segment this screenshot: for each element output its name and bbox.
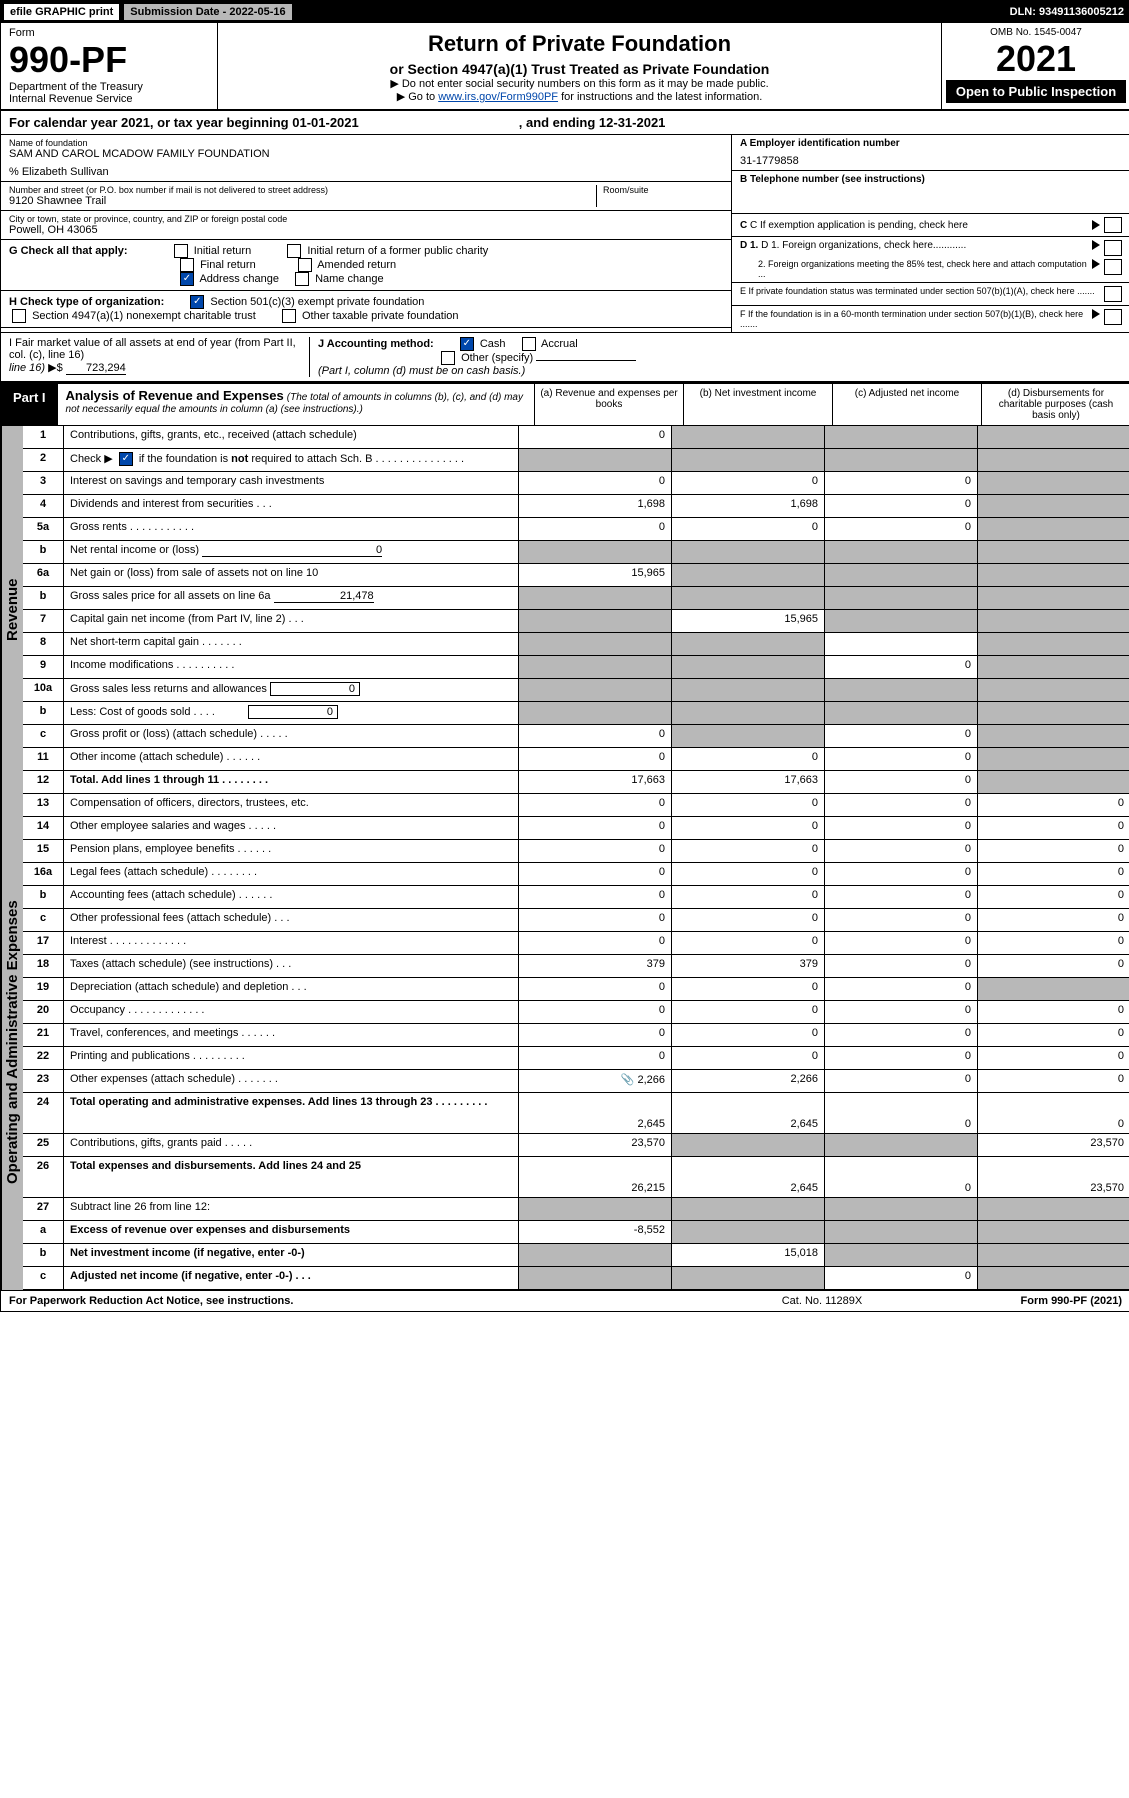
form-header: Form 990-PF Department of the Treasury I… [1,23,1129,111]
form-page: efile GRAPHIC print Submission Date - 20… [0,0,1129,1312]
arrow-icon [1092,240,1100,250]
revenue-rows: 1Contributions, gifts, grants, etc., rec… [23,426,1129,794]
col-c-header: (c) Adjusted net income [832,384,981,425]
checkbox-other-method[interactable] [441,351,455,365]
form-title: Return of Private Foundation [226,31,933,57]
part1-description: Analysis of Revenue and Expenses (The to… [58,384,534,425]
section-a: A Employer identification number 31-1779… [732,135,1129,171]
checkbox-name-change[interactable] [295,272,309,286]
irs-label: Internal Revenue Service [9,93,209,105]
checkbox-501c3[interactable]: ✓ [190,295,204,309]
footer-center: Cat. No. 11289X [722,1295,922,1307]
city-block: City or town, state or province, country… [1,211,731,240]
form-label: Form [9,27,209,39]
revenue-label: Revenue [1,426,23,794]
checkbox-sch-b[interactable]: ✓ [119,452,133,466]
section-f: F If the foundation is in a 60-month ter… [732,306,1129,332]
checkbox-initial-return[interactable] [174,244,188,258]
section-j: J Accounting method: ✓ Cash Accrual Othe… [309,337,1122,377]
section-i: I Fair market value of all assets at end… [9,337,309,377]
checkbox-address-change[interactable]: ✓ [180,272,194,286]
header-left: Form 990-PF Department of the Treasury I… [1,23,218,109]
form-subtitle: or Section 4947(a)(1) Trust Treated as P… [226,61,933,77]
footer-right: Form 990-PF (2021) [922,1295,1122,1307]
sections-i-j: I Fair market value of all assets at end… [1,333,1129,382]
dept-label: Department of the Treasury [9,81,209,93]
checkbox-c[interactable] [1104,217,1122,233]
section-h: H Check type of organization: ✓ Section … [1,291,731,328]
form-number: 990-PF [9,39,209,81]
checkbox-final-return[interactable] [180,258,194,272]
dln: DLN: 93491136005212 [1010,6,1128,18]
entity-info-left: Name of foundation SAM AND CAROL MCADOW … [1,135,732,332]
address-block: Number and street (or P.O. box number if… [1,182,731,211]
calendar-year-row: For calendar year 2021, or tax year begi… [1,111,1129,135]
expenses-rows: 13Compensation of officers, directors, t… [23,794,1129,1290]
foundation-name-block: Name of foundation SAM AND CAROL MCADOW … [1,135,731,182]
part1-header: Part I Analysis of Revenue and Expenses … [1,382,1129,426]
footer-left: For Paperwork Reduction Act Notice, see … [9,1295,722,1307]
checkbox-other-taxable[interactable] [282,309,296,323]
checkbox-d1[interactable] [1104,240,1122,256]
form990pf-link[interactable]: www.irs.gov/Form990PF [438,91,558,103]
submission-date: Submission Date - 2022-05-16 [124,4,291,20]
checkbox-f[interactable] [1104,309,1122,325]
instruction-2: ▶ Go to www.irs.gov/Form990PF for instru… [226,90,933,103]
checkbox-e[interactable] [1104,286,1122,302]
instruction-1: ▶ Do not enter social security numbers o… [226,77,933,90]
header-right: OMB No. 1545-0047 2021 Open to Public In… [941,23,1129,109]
col-b-header: (b) Net investment income [683,384,832,425]
expenses-label: Operating and Administrative Expenses [1,794,23,1290]
checkbox-cash[interactable]: ✓ [460,337,474,351]
top-bar: efile GRAPHIC print Submission Date - 20… [1,1,1129,23]
checkbox-d2[interactable] [1104,259,1122,275]
entity-info: Name of foundation SAM AND CAROL MCADOW … [1,135,1129,333]
section-c: C C If exemption application is pending,… [732,214,1129,237]
omb-number: OMB No. 1545-0047 [946,27,1126,38]
revenue-section: Revenue 1Contributions, gifts, grants, e… [1,426,1129,794]
checkbox-accrual[interactable] [522,337,536,351]
arrow-icon [1092,309,1100,319]
section-b: B Telephone number (see instructions) [732,171,1129,214]
section-d: D 1. D 1. Foreign organizations, check h… [732,237,1129,283]
section-e: E If private foundation status was termi… [732,283,1129,306]
expenses-section: Operating and Administrative Expenses 13… [1,794,1129,1290]
arrow-icon [1092,220,1100,230]
section-g: G Check all that apply: Initial return I… [1,240,731,291]
part1-tab: Part I [1,384,58,425]
col-a-header: (a) Revenue and expenses per books [534,384,683,425]
col-d-header: (d) Disbursements for charitable purpose… [981,384,1129,425]
entity-info-right: A Employer identification number 31-1779… [732,135,1129,332]
checkbox-initial-former[interactable] [287,244,301,258]
attachment-icon[interactable]: 📎 [621,1074,635,1086]
efile-label: efile GRAPHIC print [3,3,120,21]
header-center: Return of Private Foundation or Section … [218,23,941,109]
arrow-icon [1092,259,1100,269]
checkbox-4947[interactable] [12,309,26,323]
page-footer: For Paperwork Reduction Act Notice, see … [1,1290,1129,1311]
tax-year: 2021 [946,38,1126,80]
checkbox-amended[interactable] [298,258,312,272]
open-to-public: Open to Public Inspection [946,80,1126,103]
